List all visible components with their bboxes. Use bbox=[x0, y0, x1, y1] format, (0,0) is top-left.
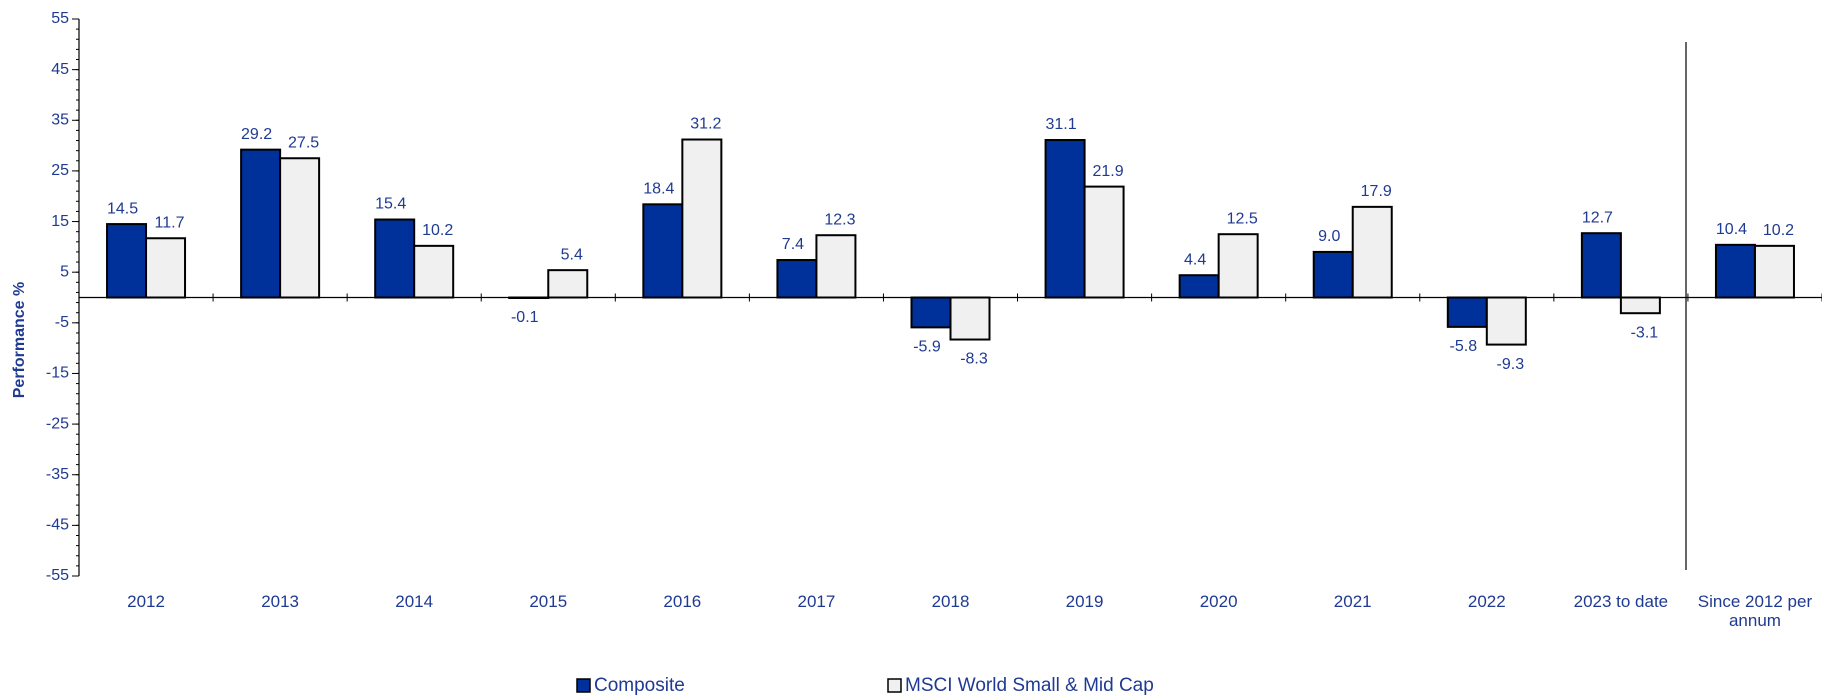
data-label: 10.2 bbox=[422, 222, 453, 239]
bar bbox=[949, 296, 991, 341]
legend-label: MSCI World Small & Mid Cap bbox=[905, 675, 1154, 696]
x-tick-label: 2019 bbox=[1065, 592, 1104, 611]
data-label: 12.3 bbox=[824, 211, 855, 228]
bar bbox=[508, 296, 550, 300]
data-label: 11.7 bbox=[155, 214, 185, 231]
data-label: 15.4 bbox=[375, 196, 406, 213]
bar bbox=[279, 157, 321, 299]
bar bbox=[1485, 296, 1527, 346]
bar bbox=[815, 234, 857, 299]
data-label: 12.7 bbox=[1582, 209, 1613, 226]
bar bbox=[145, 237, 187, 299]
data-label: -3.1 bbox=[1631, 324, 1659, 341]
bar bbox=[642, 203, 684, 299]
bar bbox=[1178, 274, 1220, 299]
y-tick-label: -15 bbox=[46, 365, 69, 382]
data-label: 10.2 bbox=[1763, 222, 1794, 239]
y-tick-label: -45 bbox=[46, 517, 69, 534]
x-tick-label: 2016 bbox=[663, 592, 702, 611]
bar bbox=[1580, 232, 1622, 299]
data-label: 12.5 bbox=[1227, 210, 1258, 227]
bar bbox=[1446, 296, 1488, 328]
data-label: 4.4 bbox=[1184, 251, 1206, 268]
data-label: -0.1 bbox=[511, 309, 539, 326]
x-tick-label: 2018 bbox=[931, 592, 970, 611]
bar bbox=[1753, 244, 1795, 299]
data-label: 21.9 bbox=[1093, 163, 1124, 180]
data-label: 27.5 bbox=[288, 134, 319, 151]
data-label: 31.2 bbox=[690, 116, 721, 133]
bar bbox=[1351, 205, 1393, 299]
data-label: 14.5 bbox=[107, 200, 138, 217]
data-label: 18.4 bbox=[643, 181, 674, 198]
y-tick-label: 25 bbox=[51, 162, 69, 179]
bar bbox=[776, 259, 818, 299]
x-tick-label: 2021 bbox=[1333, 592, 1372, 611]
bar bbox=[413, 244, 455, 299]
y-tick-label: -35 bbox=[46, 466, 69, 483]
y-tick-label: -25 bbox=[46, 415, 69, 432]
data-label: 7.4 bbox=[782, 236, 804, 253]
y-tick-label: 55 bbox=[51, 10, 69, 27]
y-tick-label: 15 bbox=[51, 213, 69, 230]
bar bbox=[681, 138, 723, 299]
legend-label: Composite bbox=[594, 675, 685, 696]
bar bbox=[1312, 250, 1354, 299]
x-tick-label: 2022 bbox=[1467, 592, 1506, 611]
y-tick-label: 35 bbox=[51, 111, 69, 128]
bar bbox=[1619, 296, 1661, 315]
x-tick-label: 2023 to date bbox=[1573, 592, 1669, 611]
y-tick-label: 5 bbox=[60, 263, 69, 280]
x-tick-label: 2015 bbox=[529, 592, 568, 611]
bar bbox=[1217, 233, 1259, 299]
bar bbox=[106, 223, 148, 299]
y-tick-label: -5 bbox=[55, 314, 69, 331]
data-label: 29.2 bbox=[241, 126, 272, 143]
x-tick-label: 2013 bbox=[261, 592, 300, 611]
data-label: 5.4 bbox=[561, 246, 583, 263]
x-tick-label: 2020 bbox=[1199, 592, 1238, 611]
bar bbox=[240, 148, 282, 299]
bar bbox=[1083, 185, 1125, 299]
bar bbox=[1044, 139, 1086, 299]
data-label: 17.9 bbox=[1361, 183, 1392, 200]
x-tick-label: 2014 bbox=[395, 592, 434, 611]
data-label: -8.3 bbox=[960, 351, 988, 368]
data-label: -9.3 bbox=[1497, 356, 1525, 373]
data-label: 31.1 bbox=[1046, 116, 1077, 133]
data-label: -5.8 bbox=[1450, 338, 1478, 355]
bar bbox=[547, 269, 589, 299]
y-tick-label: 45 bbox=[51, 61, 69, 78]
data-label: -5.9 bbox=[913, 339, 941, 356]
x-tick-label: 2012 bbox=[127, 592, 165, 611]
y-tick-label: -55 bbox=[46, 567, 69, 584]
x-tick-label: Since 2012 per annum bbox=[1697, 592, 1813, 630]
legend-swatch bbox=[887, 678, 902, 693]
legend-swatch bbox=[576, 678, 591, 693]
bar bbox=[374, 218, 416, 299]
data-label: 9.0 bbox=[1318, 228, 1340, 245]
data-label: 10.4 bbox=[1716, 221, 1747, 238]
x-tick-label: 2017 bbox=[797, 592, 836, 611]
bar bbox=[910, 296, 952, 329]
y-axis-title: Performance % bbox=[11, 282, 28, 399]
bar bbox=[1714, 243, 1756, 299]
